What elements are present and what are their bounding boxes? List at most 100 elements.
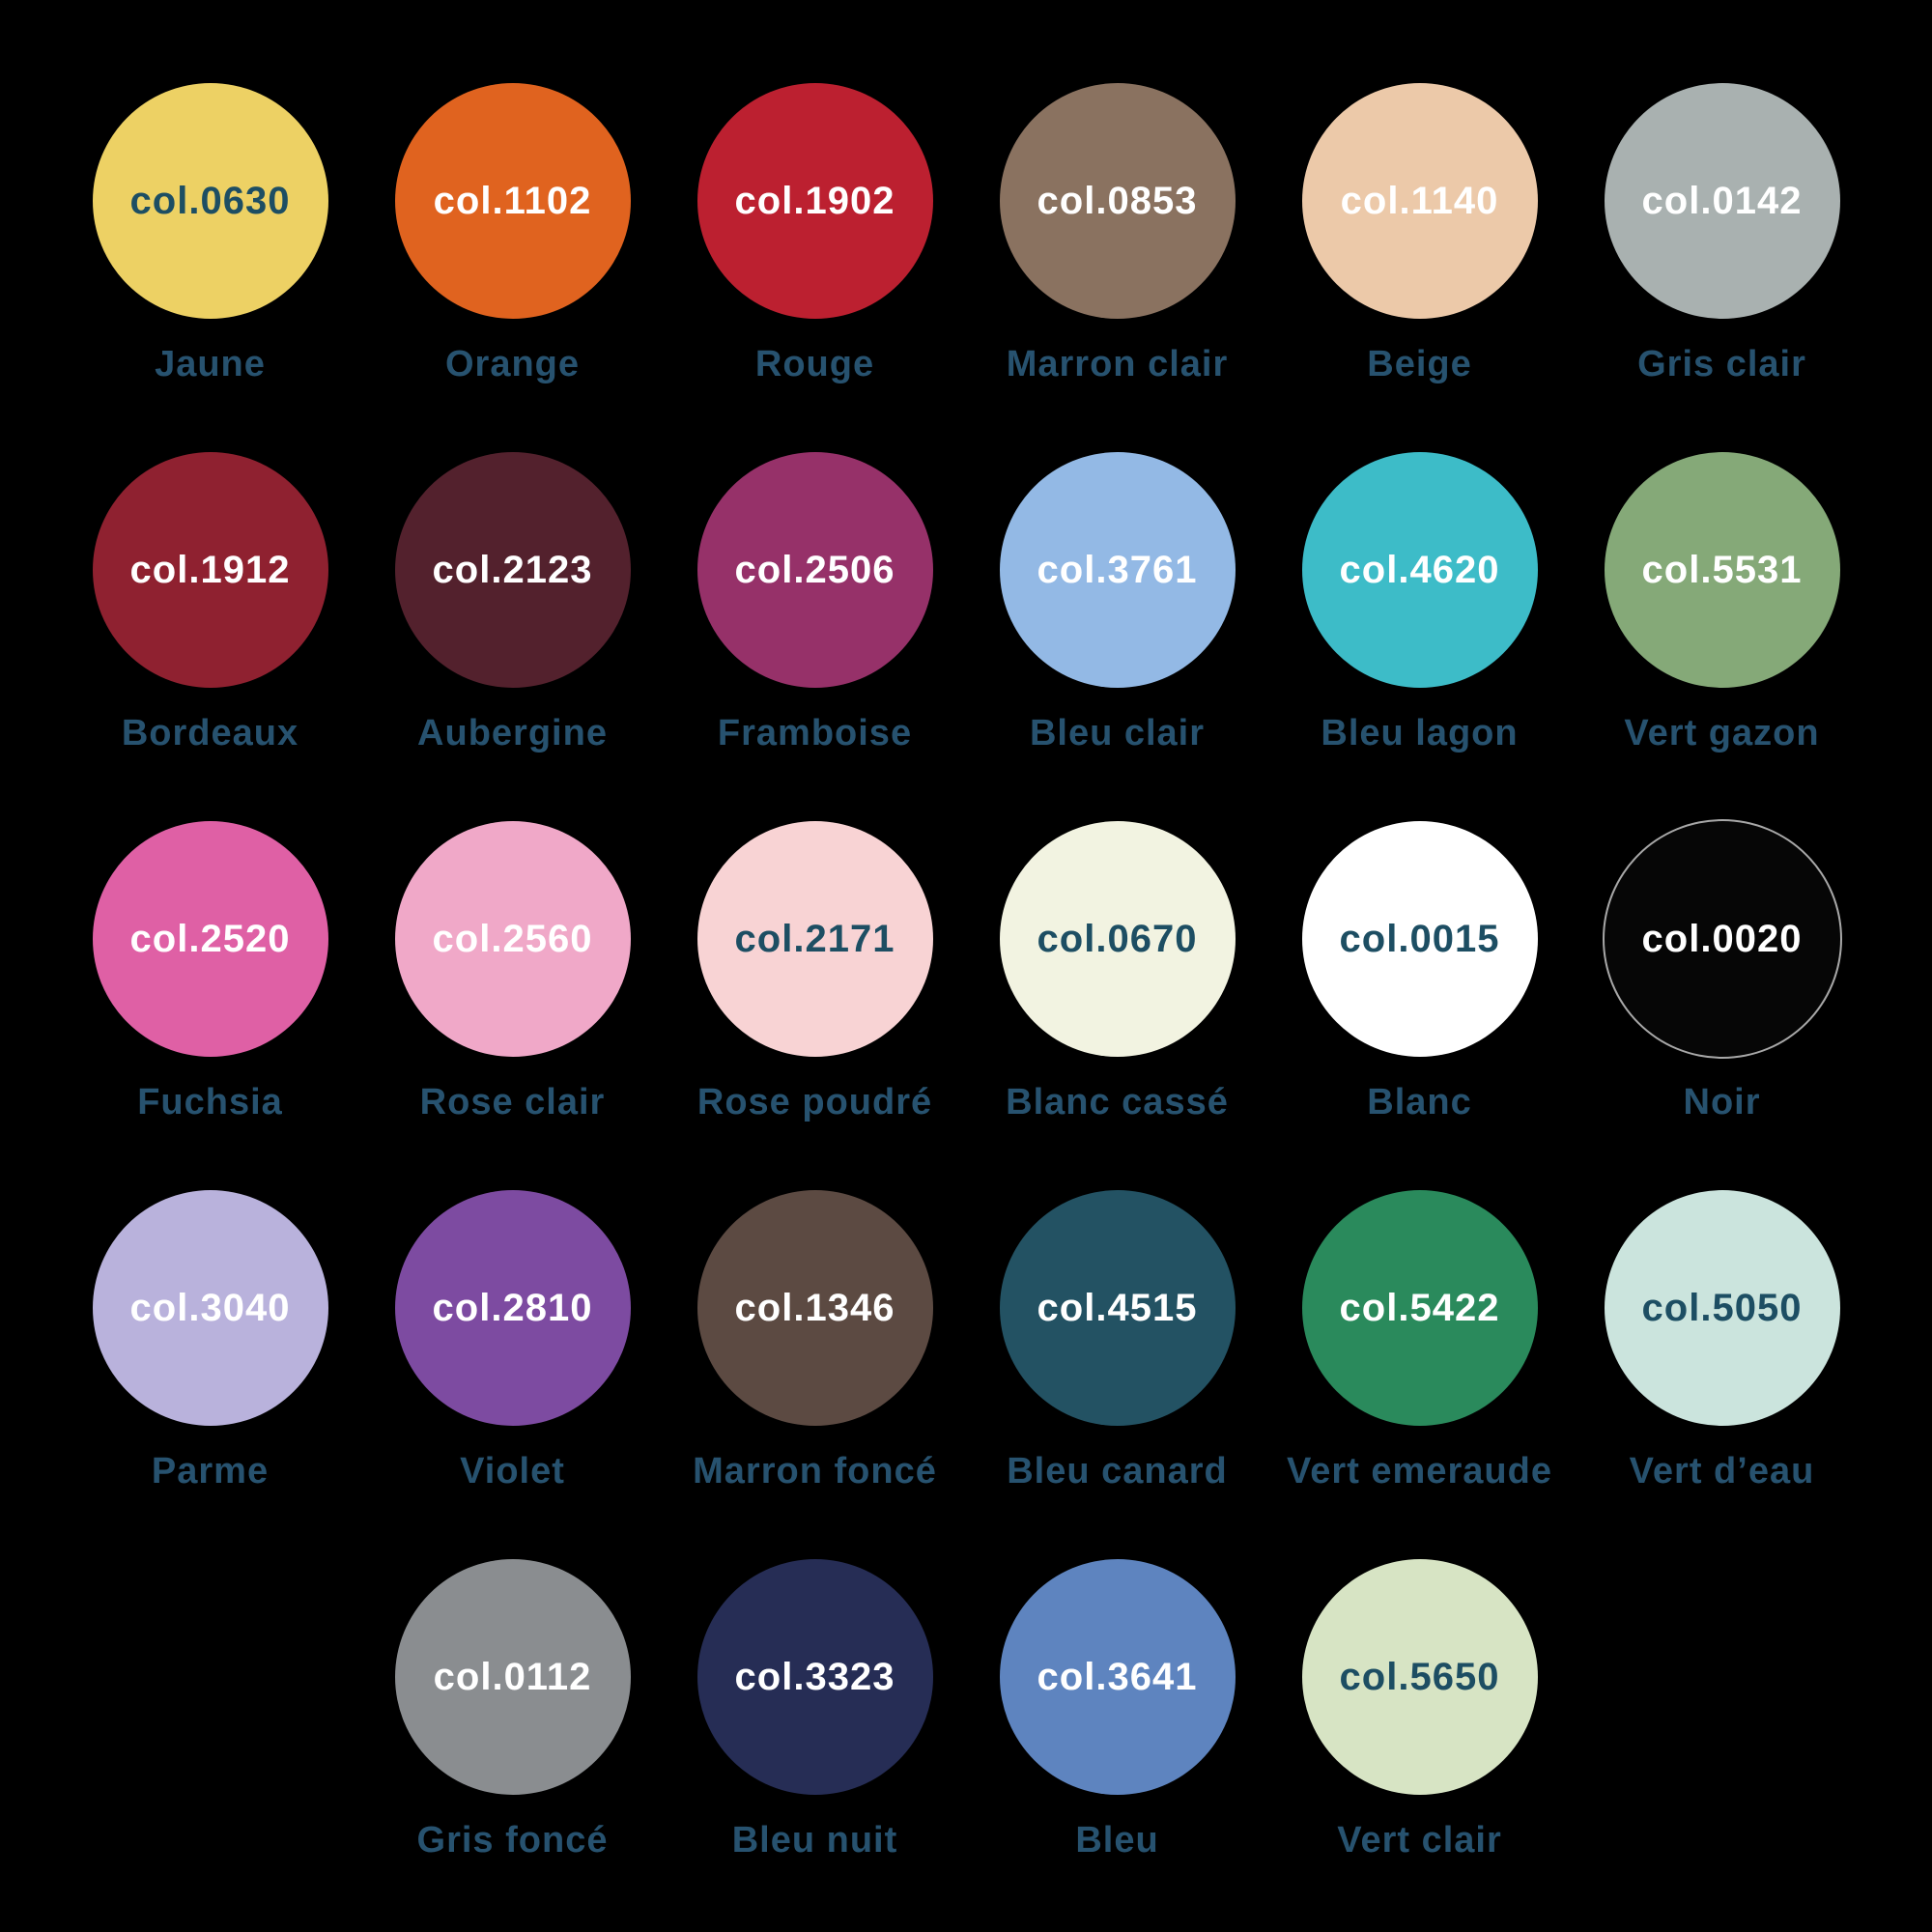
color-circle: col.1912 <box>92 452 328 688</box>
swatch-col-2123: col.2123 Aubergine <box>361 452 664 821</box>
color-code: col.0112 <box>433 1656 592 1698</box>
color-circle: col.0020 <box>1604 821 1840 1057</box>
color-code: col.0015 <box>1339 918 1500 960</box>
swatch-col-2171: col.2171 Rose poudré <box>664 821 966 1190</box>
color-code: col.5650 <box>1339 1656 1500 1698</box>
color-name-label: Fuchsia <box>137 1082 283 1122</box>
color-code: col.2560 <box>432 918 593 960</box>
color-name-label: Bleu canard <box>1007 1451 1228 1492</box>
color-circle: col.2123 <box>394 452 631 688</box>
color-code: col.2520 <box>129 918 291 960</box>
color-circle: col.5422 <box>1301 1190 1538 1426</box>
color-name-label: Rose clair <box>419 1082 606 1122</box>
color-name-label: Jaune <box>155 344 266 384</box>
color-name-label: Orange <box>444 344 581 384</box>
color-code: col.5422 <box>1339 1287 1500 1329</box>
swatch-col-5050: col.5050 Vert d’eau <box>1571 1190 1873 1559</box>
color-name-label: Blanc cassé <box>1006 1082 1229 1122</box>
color-circle: col.2520 <box>92 821 328 1057</box>
color-code: col.5050 <box>1641 1287 1803 1329</box>
swatch-col-3641: col.3641 Bleu <box>966 1559 1268 1928</box>
color-circle: col.2171 <box>696 821 933 1057</box>
color-code: col.0020 <box>1641 918 1803 960</box>
color-name-label: Parme <box>151 1451 270 1492</box>
color-name-label: Blanc <box>1367 1082 1472 1122</box>
color-circle: col.0630 <box>92 83 328 319</box>
swatch-col-5531: col.5531 Vert gazon <box>1571 452 1873 821</box>
swatch-col-3323: col.3323 Bleu nuit <box>664 1559 966 1928</box>
color-code: col.4620 <box>1339 549 1500 591</box>
color-circle: col.5050 <box>1604 1190 1840 1426</box>
color-circle: col.0112 <box>394 1559 631 1795</box>
color-circle: col.3040 <box>92 1190 328 1426</box>
color-name-label: Bordeaux <box>121 713 299 753</box>
color-code: col.2810 <box>432 1287 593 1329</box>
color-circle: col.2560 <box>394 821 631 1057</box>
color-circle: col.0142 <box>1604 83 1840 319</box>
color-circle: col.0015 <box>1301 821 1538 1057</box>
color-code: col.1346 <box>734 1287 895 1329</box>
color-name-label: Rose poudré <box>696 1082 933 1122</box>
color-circle: col.5650 <box>1301 1559 1538 1795</box>
swatch-col-3761: col.3761 Bleu clair <box>966 452 1268 821</box>
swatch-col-0630: col.0630 Jaune <box>59 83 361 452</box>
color-code: col.3323 <box>734 1656 895 1698</box>
color-name-label: Framboise <box>717 713 913 753</box>
color-name-label: Aubergine <box>417 713 608 753</box>
swatch-col-2560: col.2560 Rose clair <box>361 821 664 1190</box>
color-code: col.0853 <box>1037 180 1198 222</box>
color-name-label: Bleu clair <box>1029 713 1206 753</box>
swatch-col-1346: col.1346 Marron foncé <box>664 1190 966 1559</box>
color-code: col.0670 <box>1037 918 1198 960</box>
swatch-col-2506: col.2506 Framboise <box>664 452 966 821</box>
color-name-label: Violet <box>460 1451 565 1492</box>
color-circle: col.0853 <box>999 83 1236 319</box>
color-name-label: Beige <box>1367 344 1472 384</box>
swatch-col-2810: col.2810 Violet <box>361 1190 664 1559</box>
swatch-col-5650: col.5650 Vert clair <box>1268 1559 1571 1928</box>
color-name-label: Gris clair <box>1637 344 1806 384</box>
color-circle: col.3323 <box>696 1559 933 1795</box>
color-name-label: Vert gazon <box>1624 713 1820 753</box>
color-circle: col.3761 <box>999 452 1236 688</box>
color-code: col.3040 <box>129 1287 291 1329</box>
color-circle: col.3641 <box>999 1559 1236 1795</box>
color-name-label: Gris foncé <box>416 1820 609 1861</box>
color-circle: col.4515 <box>999 1190 1236 1426</box>
color-code: col.1140 <box>1340 180 1499 222</box>
swatch-col-0015: col.0015 Blanc <box>1268 821 1571 1190</box>
swatch-col-2520: col.2520 Fuchsia <box>59 821 361 1190</box>
color-circle: col.1346 <box>696 1190 933 1426</box>
color-name-label: Noir <box>1683 1082 1761 1122</box>
color-code: col.3641 <box>1037 1656 1198 1698</box>
swatch-col-4620: col.4620 Bleu lagon <box>1268 452 1571 821</box>
color-name-label: Bleu lagon <box>1321 713 1519 753</box>
color-name-label: Bleu <box>1075 1820 1159 1861</box>
swatch-col-0112: col.0112 Gris foncé <box>361 1559 664 1928</box>
color-name-label: Vert clair <box>1337 1820 1502 1861</box>
swatch-col-3040: col.3040 Parme <box>59 1190 361 1559</box>
color-name-label: Bleu nuit <box>731 1820 898 1861</box>
color-circle: col.5531 <box>1604 452 1840 688</box>
color-code: col.1912 <box>129 549 291 591</box>
color-code: col.5531 <box>1641 549 1803 591</box>
color-name-label: Marron foncé <box>693 1451 937 1492</box>
color-name-label: Marron clair <box>1006 344 1229 384</box>
swatch-col-1140: col.1140 Beige <box>1268 83 1571 452</box>
color-code: col.0142 <box>1641 180 1803 222</box>
color-code: col.2506 <box>734 549 895 591</box>
swatch-col-1102: col.1102 Orange <box>361 83 664 452</box>
swatch-col-5422: col.5422 Vert emeraude <box>1268 1190 1571 1559</box>
color-circle: col.4620 <box>1301 452 1538 688</box>
color-circle: col.1140 <box>1301 83 1538 319</box>
color-code: col.4515 <box>1037 1287 1198 1329</box>
color-circle: col.2810 <box>394 1190 631 1426</box>
swatch-col-4515: col.4515 Bleu canard <box>966 1190 1268 1559</box>
color-circle: col.2506 <box>696 452 933 688</box>
swatch-col-0670: col.0670 Blanc cassé <box>966 821 1268 1190</box>
color-name-label: Vert emeraude <box>1287 1451 1552 1492</box>
swatch-col-0020: col.0020 Noir <box>1571 821 1873 1190</box>
color-code: col.3761 <box>1037 549 1198 591</box>
swatch-col-1912: col.1912 Bordeaux <box>59 452 361 821</box>
